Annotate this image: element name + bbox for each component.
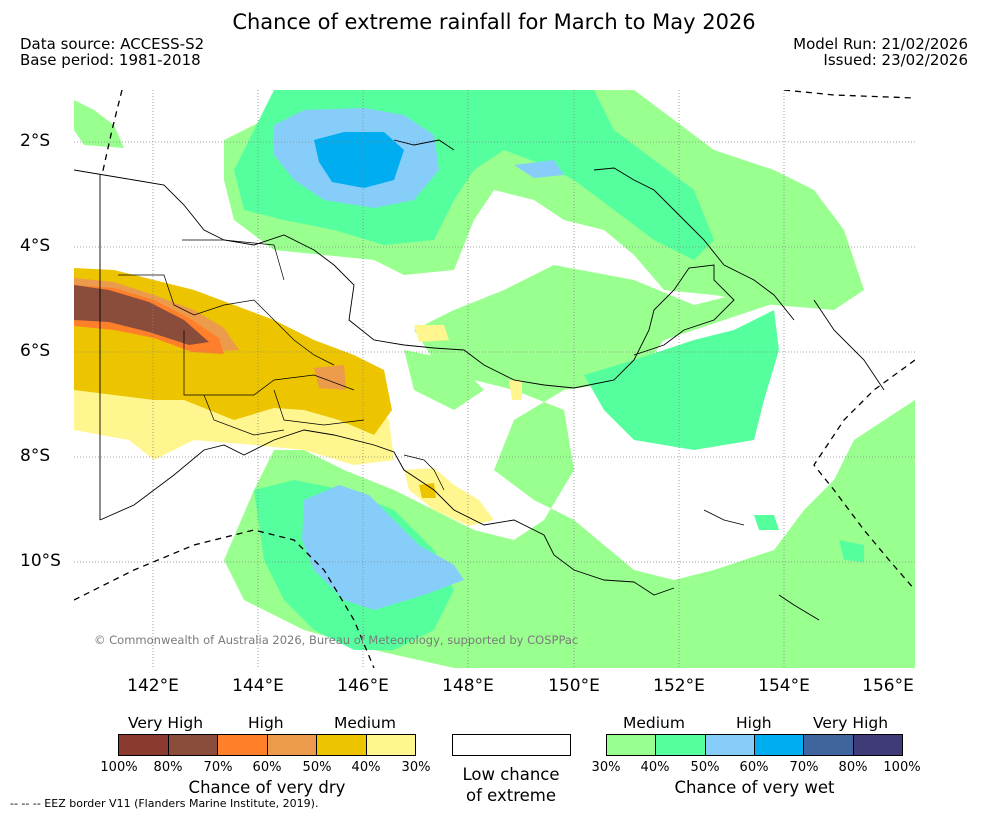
lat-label: 2°S	[20, 131, 51, 151]
dry-very-high-region	[74, 285, 209, 345]
dry-swatch	[119, 735, 169, 755]
wet-tick: 50%	[690, 760, 720, 775]
lat-label: 6°S	[20, 341, 51, 361]
wet-high-core	[314, 132, 404, 188]
wet-swatch	[607, 735, 657, 755]
lon-label: 146°E	[337, 676, 389, 696]
lon-label: 152°E	[653, 676, 705, 696]
dry-tick: 60%	[252, 760, 282, 775]
wet-legend-category: Medium	[623, 714, 685, 732]
model-run: Model Run: 21/02/2026	[793, 35, 968, 53]
wet-swatch	[804, 735, 854, 755]
lon-label: 150°E	[548, 676, 600, 696]
lat-label: 4°S	[20, 236, 51, 256]
wet-tick: 100%	[883, 760, 921, 775]
wet-tick: 60%	[739, 760, 769, 775]
dry-legend-category: Medium	[334, 714, 396, 732]
lon-label: 154°E	[758, 676, 810, 696]
wet-tick: 80%	[838, 760, 868, 775]
lon-label: 142°E	[127, 676, 179, 696]
low-chance-line2: of extreme	[465, 786, 557, 805]
dry-swatch	[317, 735, 367, 755]
meta-right: Model Run: 21/02/2026 Issued: 23/02/2026	[793, 36, 968, 68]
dry-tick: 50%	[302, 760, 332, 775]
chart-title: Chance of extreme rainfall for March to …	[232, 10, 756, 34]
low-chance-line1: Low chance	[462, 765, 560, 784]
eez-border-note: -- -- -- EEZ border V11 (Flanders Marine…	[10, 797, 319, 810]
province-borders	[118, 239, 445, 491]
lat-label: 8°S	[20, 446, 51, 466]
dry-swatch	[218, 735, 268, 755]
dry-legend-category: High	[248, 714, 284, 732]
dry-swatch	[366, 735, 415, 755]
wet-tick: 70%	[789, 760, 819, 775]
dry-swatch	[267, 735, 317, 755]
coastlines	[74, 139, 885, 621]
eez-border-lines	[74, 90, 915, 668]
map-graticule	[74, 90, 915, 668]
dry-tick: 70%	[203, 760, 233, 775]
issued-date: Issued: 23/02/2026	[823, 51, 968, 69]
dry-legend-colorbar	[118, 734, 416, 756]
wet-swatch	[754, 735, 805, 755]
wet-swatch	[656, 735, 706, 755]
meta-left: Data source: ACCESS-S2 Base period: 1981…	[20, 36, 204, 68]
lon-label: 148°E	[442, 676, 494, 696]
wet-tick: 30%	[591, 760, 621, 775]
dry-legend-category: Very High	[128, 714, 204, 732]
base-period: Base period: 1981-2018	[20, 51, 201, 69]
lon-label: 144°E	[232, 676, 284, 696]
wet-tick: 40%	[640, 760, 670, 775]
copyright-note: © Commonwealth of Australia 2026, Bureau…	[94, 633, 579, 647]
dry-tick: 100%	[100, 760, 138, 775]
wet-swatch	[705, 735, 755, 755]
wet-legend-title: Chance of very wet	[674, 778, 835, 797]
low-chance-swatch	[452, 734, 571, 756]
wet-swatch	[853, 735, 902, 755]
dry-tick: 40%	[351, 760, 381, 775]
wet-legend-colorbar	[606, 734, 903, 756]
lon-label: 156°E	[862, 676, 914, 696]
wet-legend-category: Very High	[813, 714, 889, 732]
dry-legend-title: Chance of very dry	[188, 778, 346, 797]
rainfall-map	[74, 90, 915, 668]
wet-legend-category: High	[736, 714, 772, 732]
dry-swatch	[168, 735, 218, 755]
dry-tick: 80%	[153, 760, 183, 775]
dry-tick: 30%	[401, 760, 431, 775]
low-chance-label: Low chance of extreme	[430, 764, 592, 806]
map-canvas	[74, 90, 915, 668]
data-source: Data source: ACCESS-S2	[20, 35, 205, 53]
lat-label: 10°S	[20, 551, 61, 571]
